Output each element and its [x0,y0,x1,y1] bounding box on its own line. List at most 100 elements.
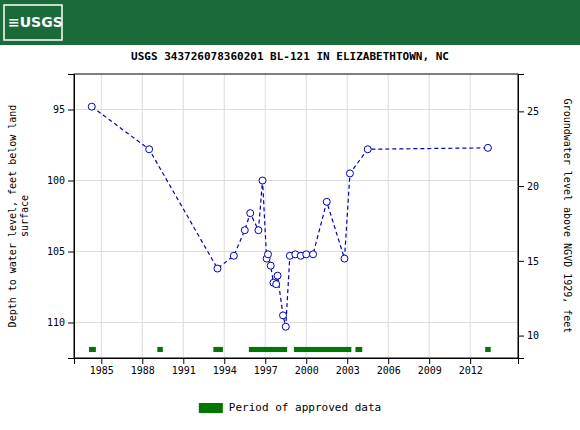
tick: 2009 [418,358,442,376]
tick-mark [306,358,307,364]
tick: 20 [518,181,539,192]
tick-label: 2006 [377,365,401,376]
grid-line-x [142,74,143,358]
tick-mark [68,323,74,324]
tick-mark [518,111,524,112]
tick-label: 105 [47,246,65,257]
tick: 105 [47,246,74,257]
tick-label: 110 [47,317,65,328]
approved-period [249,347,287,352]
tick-mark [183,358,184,364]
grid-line-y [74,180,518,181]
approved-period [294,347,351,352]
tick-mark [429,358,430,364]
tick-mark [518,186,524,187]
point [273,281,280,288]
tick-mark [68,181,74,182]
point [280,312,287,319]
legend: Period of approved data [199,401,381,414]
axis-line [519,75,525,359]
tick-mark [388,358,389,364]
tick: 1991 [172,358,196,376]
approved-period [89,347,96,352]
plot: 1985 1988 1991 1994 1997 2000 2003 2006 2009 2012… [7,74,573,376]
point [247,210,254,217]
point [303,251,310,258]
point [323,198,330,205]
header-bar [0,0,580,45]
legend-swatch [199,403,223,413]
grid-line-x [224,74,225,358]
point [230,252,237,259]
point [88,103,95,110]
tick: 2012 [459,358,483,376]
axis-line [68,75,75,359]
grid-line-y [74,322,518,323]
point [282,323,289,330]
grid-line-x [306,74,307,358]
tick-label: 10 [527,330,539,341]
point [364,146,371,153]
logo-box [4,5,62,40]
y2-axis: 10 15 20 25 [518,75,539,359]
grid-line-x [183,74,184,358]
tick-label: 95 [53,104,65,115]
tick-mark [265,358,266,364]
tick: 2006 [377,358,401,376]
plot-frame [74,74,518,358]
legend-label: Period of approved data [229,401,381,414]
point [255,227,262,234]
tick: 1997 [254,358,278,376]
approved-period [485,347,490,352]
grid-line-x [470,74,471,358]
tick: 1985 [90,358,114,376]
tick-label: 100 [47,175,65,186]
tick: 1988 [131,358,155,376]
tick-label: 2012 [459,365,483,376]
tick-mark [518,336,524,337]
tick-mark [68,252,74,253]
title: USGS 343726078360201 BL-121 IN ELIZABETH… [131,50,449,63]
point [241,227,248,234]
tick-label: 2009 [418,365,442,376]
tick: 95 [53,104,74,115]
tick-label: 25 [527,106,539,117]
tick-mark [101,358,102,364]
grid-line-y [74,109,518,110]
tick-mark [470,358,471,364]
point [264,251,271,258]
chart: ≡USGS USGS 343726078360201 BL-121 IN ELIZ… [0,0,580,430]
tick-label: 2003 [336,365,360,376]
tick-label: 2000 [295,365,319,376]
tick-label: 1985 [90,365,114,376]
y-axis: 95 100 105 110 [47,75,75,359]
point [310,251,317,258]
tick-label: 20 [527,181,539,192]
grid [74,74,518,358]
y2-axis-title: Groundwater level above NGVD 1929, feet [562,99,573,334]
tick: 2000 [295,358,319,376]
tick-mark [347,358,348,364]
tick-label: 1991 [172,365,196,376]
approved-period [157,347,162,352]
tick: 100 [47,175,74,186]
x-axis: 1985 1988 1991 1994 1997 2000 2003 2006 2009 2012 [75,358,519,376]
grid-line-x [388,74,389,358]
point [214,265,221,272]
logo-text: ≡USGS [8,14,63,30]
tick: 25 [518,106,539,117]
point [259,177,266,184]
tick-label: 15 [527,256,539,267]
point [484,144,491,151]
tick-mark [224,358,225,364]
approved-period [213,347,223,352]
marks [88,103,491,352]
tick-mark [68,110,74,111]
grid-line-x [429,74,430,358]
point [267,262,274,269]
tick: 2003 [336,358,360,376]
tick-label: 1988 [131,365,155,376]
grid-line-x [101,74,102,358]
tick: 110 [47,317,74,328]
tick: 1994 [213,358,237,376]
